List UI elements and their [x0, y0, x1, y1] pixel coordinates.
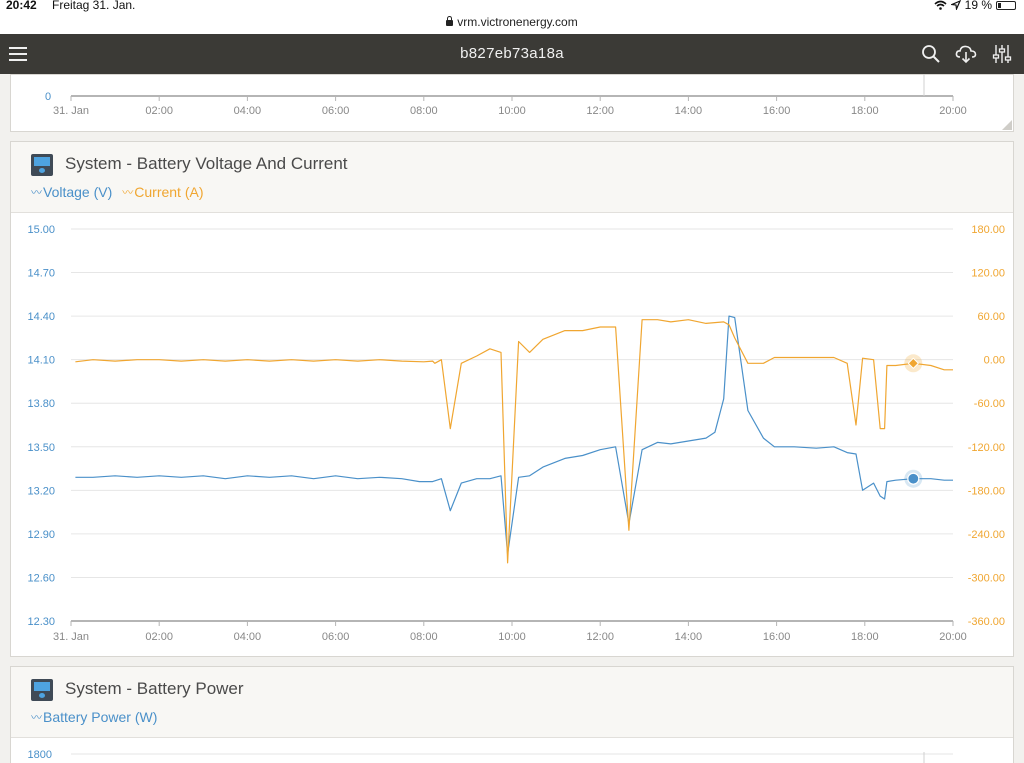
cloud-download-icon[interactable]: [955, 44, 977, 64]
y-tick-label-right: 0.00: [984, 355, 1005, 367]
x-tick-label: 18:00: [851, 631, 879, 643]
battery-power-chart: 1800: [28, 749, 953, 763]
battery-level: [998, 2, 1001, 8]
installation-title: b827eb73a18a: [460, 45, 564, 62]
resize-handle[interactable]: [1002, 120, 1012, 130]
x-tick-label: 08:00: [410, 105, 438, 117]
markers: [904, 354, 923, 488]
x-tick-label: 12:00: [586, 105, 614, 117]
x-tick-label: 31. Jan: [53, 105, 89, 117]
location-arrow-icon: [950, 0, 961, 10]
x-ticks: 31. Jan 02:00 04:00 06:00 08:00 10:00 12:00 14:…: [53, 96, 967, 117]
legend-item-current[interactable]: 〰 Current (A): [122, 184, 203, 200]
x-tick-label: 08:00: [410, 631, 438, 643]
y-tick-label-left: 14.70: [27, 268, 55, 280]
y-tick-label-right: 120.00: [971, 268, 1005, 280]
x-tick-label: 04:00: [234, 631, 262, 643]
status-indicators: 19 %: [934, 0, 1016, 12]
y-axis-left: 15.00 14.70 14.40 14.10 13.80 13.50 13.20 12.90…: [27, 224, 55, 628]
x-tick-label: 20:00: [939, 105, 967, 117]
legend: 〰 Voltage (V) 〰 Current (A): [31, 184, 204, 200]
x-tick-label: 06:00: [322, 631, 350, 643]
legend-item-battery-power[interactable]: 〰 Battery Power (W): [31, 709, 157, 725]
status-bar: 20:42 Freitag 31. Jan. 19 %: [0, 0, 1024, 14]
legend-label: Battery Power (W): [43, 709, 158, 725]
voltage-marker: [907, 472, 920, 485]
legend-line-icon: 〰: [122, 187, 133, 199]
y-tick-label: 1800: [28, 749, 52, 761]
search-icon[interactable]: [921, 44, 941, 64]
y-tick-label-left: 14.10: [27, 355, 55, 367]
previous-chart-card: 0 31. Jan 02:00 04:00 06:00 08:00 10:00 12:00 1…: [10, 74, 1014, 132]
x-tick-label: 02:00: [145, 631, 173, 643]
y-tick-label: 0: [45, 91, 51, 103]
sliders-icon[interactable]: [992, 44, 1012, 64]
y-tick-label-right: 60.00: [977, 311, 1005, 323]
card-header: System - Battery Voltage And Current 〰 V…: [11, 142, 1013, 213]
y-tick-label-right: 180.00: [971, 224, 1005, 236]
y-tick-label-left: 13.80: [27, 398, 55, 410]
x-tick-label: 12:00: [586, 631, 614, 643]
x-tick-label: 16:00: [763, 631, 791, 643]
legend-line-icon: 〰: [31, 712, 42, 724]
x-tick-label: 04:00: [234, 105, 262, 117]
battery-icon: [996, 0, 1016, 10]
y-tick-label-right: -240.00: [968, 529, 1005, 541]
y-tick-label-left: 15.00: [27, 224, 55, 236]
x-axis: 31. Jan 02:00 04:00 06:00 08:00 10:00 12:00 14:…: [53, 621, 967, 643]
lock-icon: [446, 16, 454, 26]
y-tick-label-left: 12.30: [27, 616, 55, 628]
card-title: System - Battery Voltage And Current: [65, 154, 348, 173]
battery-percent: 19 %: [964, 0, 992, 12]
y-tick-label-left: 12.90: [27, 529, 55, 541]
legend-line-icon: 〰: [31, 187, 42, 199]
url-text: vrm.victronenergy.com: [457, 15, 578, 29]
y-tick-label-left: 13.20: [27, 485, 55, 497]
previous-chart: 0 31. Jan 02:00 04:00 06:00 08:00 10:00 12:00 1…: [45, 74, 967, 117]
current-series-line: [75, 319, 953, 564]
y-axis-right: 180.00 120.00 60.00 0.00 -60.00 -120.00 -180.0…: [968, 224, 1005, 628]
current-marker: [907, 357, 920, 370]
voltage-current-card: System - Battery Voltage And Current 〰 V…: [10, 141, 1014, 657]
clock: 20:42: [6, 0, 37, 12]
card-header: System - Battery Power 〰 Battery Power (…: [11, 667, 1013, 738]
y-tick-label-right: -300.00: [968, 572, 1005, 584]
x-tick-label: 31. Jan: [53, 631, 89, 643]
series: [75, 315, 953, 564]
grid: [71, 228, 953, 622]
x-tick-label: 16:00: [763, 105, 791, 117]
x-tick-label: 10:00: [498, 105, 526, 117]
x-tick-label: 14:00: [675, 105, 703, 117]
x-tick-label: 06:00: [322, 105, 350, 117]
x-tick-label: 18:00: [851, 105, 879, 117]
card-title: System - Battery Power: [65, 679, 244, 698]
y-tick-label-left: 13.50: [27, 442, 55, 454]
legend: 〰 Battery Power (W): [31, 709, 157, 725]
system-device-icon: [31, 679, 53, 701]
battery-power-card: System - Battery Power 〰 Battery Power (…: [10, 666, 1014, 763]
wifi-icon: [934, 0, 947, 10]
y-tick-label-right: -360.00: [968, 616, 1005, 628]
address-bar[interactable]: vrm.victronenergy.com: [0, 14, 1024, 34]
y-tick-label-right: -60.00: [974, 398, 1005, 410]
y-tick-label-right: -180.00: [968, 485, 1005, 497]
x-tick-label: 10:00: [498, 631, 526, 643]
legend-label: Current (A): [134, 184, 204, 200]
voltage-current-chart[interactable]: 15.00 14.70 14.40 14.10 13.80 13.50 13.20 12.90…: [10, 213, 1014, 658]
voltage-series-line: [75, 315, 953, 555]
x-tick-label: 14:00: [675, 631, 703, 643]
legend-item-voltage[interactable]: 〰 Voltage (V): [31, 184, 112, 200]
date: Freitag 31. Jan.: [52, 0, 136, 12]
legend-label: Voltage (V): [43, 184, 113, 200]
y-tick-label-left: 12.60: [27, 572, 55, 584]
y-tick-label-left: 14.40: [27, 311, 55, 323]
hamburger-icon[interactable]: [9, 47, 27, 61]
x-tick-label: 20:00: [939, 631, 967, 643]
y-tick-label-right: -120.00: [968, 442, 1005, 454]
app-header: b827eb73a18a: [0, 34, 1024, 74]
x-tick-label: 02:00: [145, 105, 173, 117]
system-device-icon: [31, 154, 53, 176]
